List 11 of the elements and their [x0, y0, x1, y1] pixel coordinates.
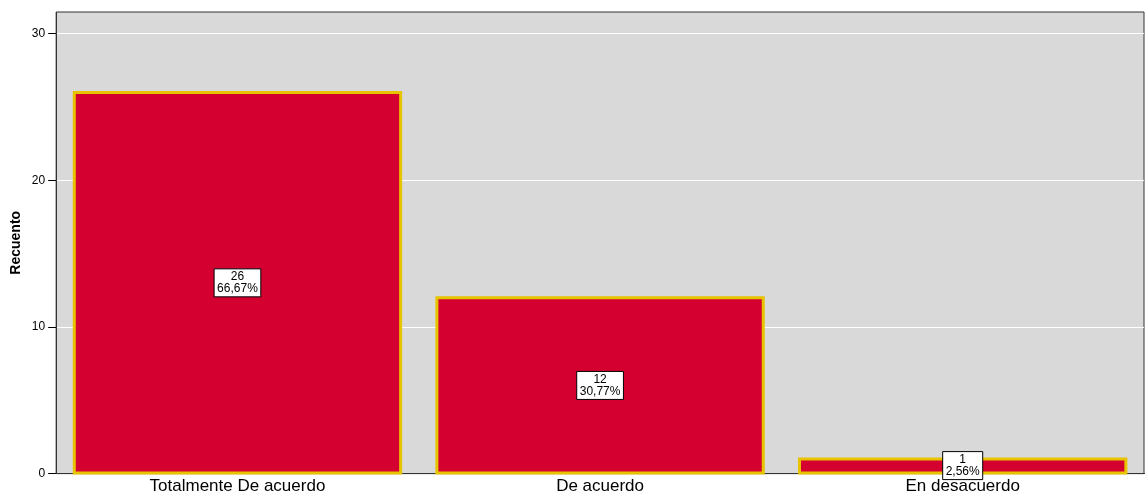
data-label: 26 66,67% [217, 269, 259, 296]
y-axis-title: Recuento [7, 210, 24, 275]
y-tick-label: 10 [31, 319, 46, 334]
x-tick-label: En desacuerdo [905, 476, 1020, 496]
x-tick-label: De acuerdo [556, 476, 645, 496]
x-tick-label: Totalmente De acuerdo [149, 476, 326, 496]
data-label: 1 2,56% [945, 451, 981, 478]
data-label: 12 30,77% [579, 371, 621, 398]
y-tick-label: 30 [31, 26, 46, 41]
y-tick-label: 20 [31, 172, 46, 187]
y-tick-label: 0 [38, 465, 46, 480]
